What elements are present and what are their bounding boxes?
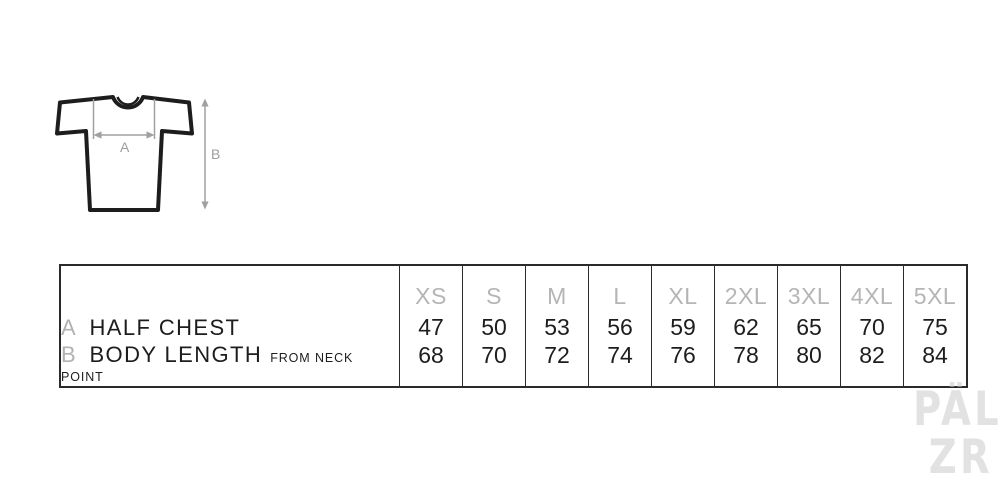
value-cell-a-4xl: 70 xyxy=(840,314,904,341)
value-cell-a-3xl: 65 xyxy=(777,314,841,341)
measure-label-a: HALF CHEST xyxy=(89,314,241,340)
measure-key-a: A xyxy=(61,314,77,340)
size-header-2xl: 2XL xyxy=(714,265,778,314)
measure-label-b: BODY LENGTH xyxy=(89,342,263,367)
diagram-label-b: B xyxy=(211,146,220,162)
size-header-m: M xyxy=(525,265,589,314)
tshirt-diagram: A B xyxy=(55,95,220,212)
value-cell-a-5xl: 75 xyxy=(903,314,967,341)
diagram-label-a: A xyxy=(120,139,130,155)
size-header-row: XS S M L XL 2XL 3XL 4XL 5XL xyxy=(60,265,967,314)
value-cell-a-m: 53 xyxy=(525,314,589,341)
measure-row-half-chest: A HALF CHEST 47 50 53 56 59 62 65 70 75 xyxy=(60,314,967,341)
tshirt-outline xyxy=(55,95,194,212)
size-header-xl: XL xyxy=(651,265,715,314)
value-cell-b-3xl: 80 xyxy=(777,341,841,387)
value-cell-b-5xl: 84 xyxy=(903,341,967,387)
value-cell-a-2xl: 62 xyxy=(714,314,778,341)
value-cell-b-2xl: 78 xyxy=(714,341,778,387)
value-cell-a-l: 56 xyxy=(588,314,652,341)
measure-key-b: B xyxy=(61,342,77,367)
value-cell-a-xl: 59 xyxy=(651,314,715,341)
value-cell-a-s: 50 xyxy=(462,314,526,341)
size-header-l: L xyxy=(588,265,652,314)
size-header-s: S xyxy=(462,265,526,314)
brand-logo-line1: PÄL xyxy=(912,382,1000,437)
size-chart-table: XS S M L XL 2XL 3XL 4XL 5XL A HALF CHEST 47 50 53 56… xyxy=(59,264,968,388)
value-cell-b-s: 70 xyxy=(462,341,526,387)
chest-width-arrow xyxy=(93,131,155,139)
brand-logo: PÄL ZR xyxy=(913,386,999,483)
value-cell-b-xs: 68 xyxy=(399,341,463,387)
value-cell-b-xl: 76 xyxy=(651,341,715,387)
size-header-4xl: 4XL xyxy=(840,265,904,314)
size-header-5xl: 5XL xyxy=(903,265,967,314)
length-arrow xyxy=(201,98,209,210)
header-spacer-cell xyxy=(60,265,400,314)
collar-inner-line-icon xyxy=(116,96,140,106)
value-cell-b-m: 72 xyxy=(525,341,589,387)
measure-label-cell-a: A HALF CHEST xyxy=(60,314,400,341)
value-cell-b-l: 74 xyxy=(588,341,652,387)
measure-label-cell-b: B BODY LENGTH FROM NECK POINT xyxy=(60,341,400,387)
value-cell-b-4xl: 82 xyxy=(840,341,904,387)
measure-row-body-length: B BODY LENGTH FROM NECK POINT 68 70 72 74 76 78… xyxy=(60,341,967,387)
size-header-3xl: 3XL xyxy=(777,265,841,314)
brand-logo-line2: ZR xyxy=(928,430,993,485)
value-cell-a-xs: 47 xyxy=(399,314,463,341)
size-header-xs: XS xyxy=(399,265,463,314)
measure-sublabel-b: FROM NECK POINT xyxy=(61,351,354,384)
